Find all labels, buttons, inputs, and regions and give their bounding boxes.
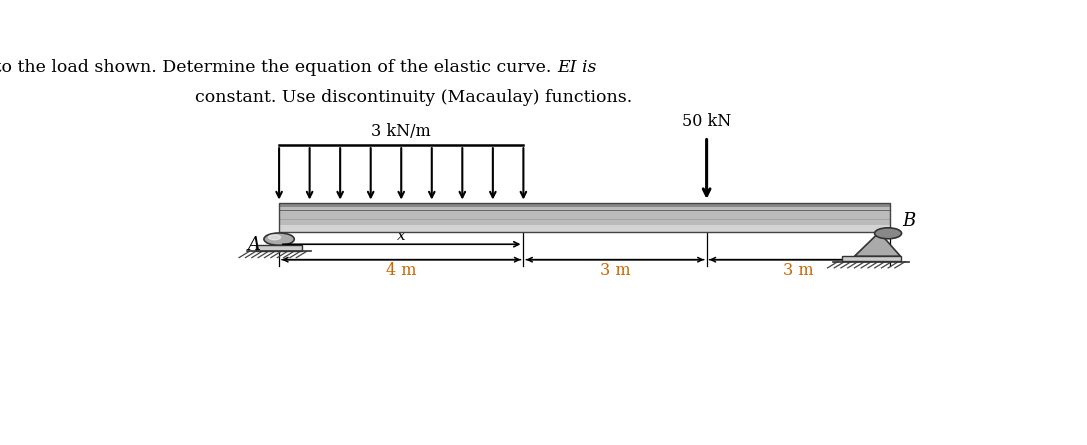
Polygon shape: [279, 203, 890, 206]
Text: 3 m: 3 m: [600, 263, 630, 279]
Text: A: A: [247, 236, 260, 254]
Circle shape: [268, 235, 280, 240]
Text: The beam is subjected to the load shown. Determine the equation of the elastic c: The beam is subjected to the load shown.…: [0, 59, 558, 76]
Text: constant. Use discontinuity (Macaulay) functions.: constant. Use discontinuity (Macaulay) f…: [195, 89, 633, 106]
Circle shape: [264, 233, 295, 245]
Circle shape: [875, 228, 901, 239]
Text: 4 m: 4 m: [386, 263, 416, 279]
Text: B: B: [902, 211, 915, 230]
Polygon shape: [255, 245, 302, 251]
Text: 3 kN/m: 3 kN/m: [372, 123, 432, 140]
Text: 3 m: 3 m: [783, 263, 813, 279]
Text: 50 kN: 50 kN: [682, 113, 732, 130]
Polygon shape: [279, 203, 890, 232]
Polygon shape: [841, 256, 901, 261]
Polygon shape: [854, 232, 900, 256]
Text: EI is: EI is: [558, 59, 597, 76]
Polygon shape: [279, 225, 890, 232]
Text: x: x: [397, 229, 405, 243]
